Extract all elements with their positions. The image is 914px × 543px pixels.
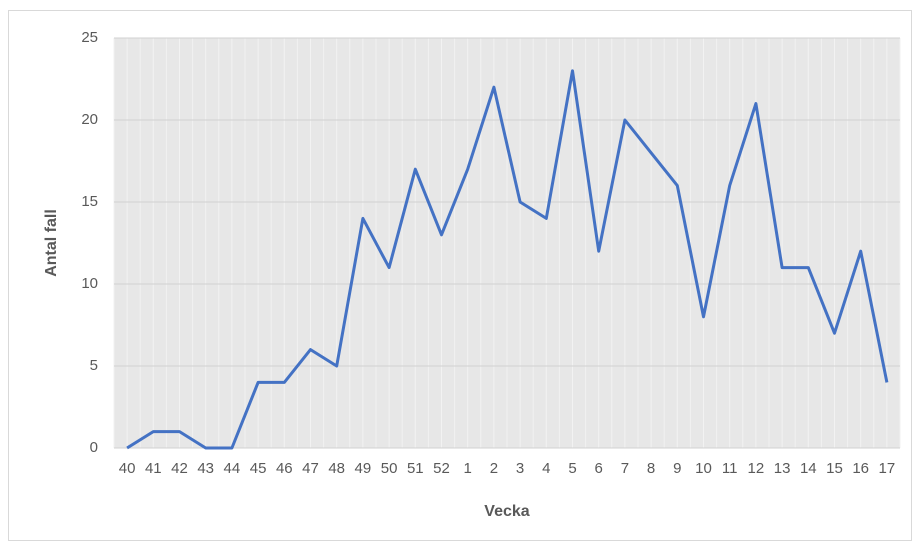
y-tick-label: 5 — [90, 357, 98, 374]
x-tick-label: 44 — [224, 460, 241, 477]
x-axis-title: Vecka — [484, 503, 529, 520]
x-tick-label: 46 — [276, 460, 293, 477]
y-tick-label: 10 — [81, 275, 98, 292]
x-tick-label: 5 — [568, 460, 576, 477]
line-series — [126, 69, 889, 450]
x-tick-label: 47 — [302, 460, 319, 477]
x-tick-label: 6 — [595, 460, 603, 477]
y-tick-label: 0 — [90, 439, 98, 456]
x-tick-label: 4 — [542, 460, 550, 477]
x-tick-label: 9 — [673, 460, 681, 477]
x-tick-label: 14 — [800, 460, 817, 477]
x-tick-label: 51 — [407, 460, 424, 477]
x-tick-label: 48 — [328, 460, 345, 477]
x-tick-label: 16 — [852, 460, 869, 477]
y-tick-label: 25 — [81, 29, 98, 46]
x-tick-label: 2 — [490, 460, 498, 477]
x-tick-label: 43 — [197, 460, 214, 477]
x-tick-label: 40 — [119, 460, 136, 477]
x-tick-label: 7 — [621, 460, 629, 477]
x-tick-label: 3 — [516, 460, 524, 477]
x-tick-label: 49 — [355, 460, 372, 477]
y-tick-label: 20 — [81, 111, 98, 128]
x-tick-label: 42 — [171, 460, 188, 477]
y-tick-label: 15 — [81, 193, 98, 210]
x-tick-label: 50 — [381, 460, 398, 477]
x-tick-label: 41 — [145, 460, 162, 477]
x-tick-label: 17 — [879, 460, 896, 477]
x-tick-label: 52 — [433, 460, 450, 477]
x-tick-label: 1 — [464, 460, 472, 477]
y-axis-title: Antal fall — [43, 209, 60, 277]
x-tick-label: 13 — [774, 460, 791, 477]
x-tick-label: 45 — [250, 460, 267, 477]
x-tick-label: 12 — [748, 460, 765, 477]
x-tick-label: 11 — [722, 460, 738, 477]
x-tick-label: 15 — [826, 460, 843, 477]
x-tick-label: 8 — [647, 460, 655, 477]
x-tick-label: 10 — [695, 460, 712, 477]
